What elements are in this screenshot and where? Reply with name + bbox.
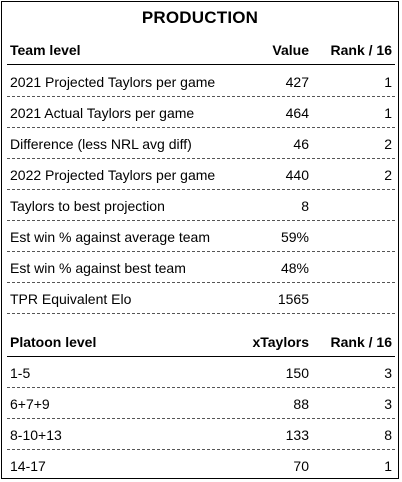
row-value: 427 <box>285 74 309 90</box>
platoon-header-rank: Rank / 16 <box>330 334 392 350</box>
table-title: PRODUCTION <box>141 8 259 27</box>
team-row: Est win % against best team 48% <box>7 252 395 283</box>
row-label: 2022 Projected Taylors per game <box>10 167 216 183</box>
row-rank: 3 <box>384 396 392 412</box>
row-rank: 2 <box>384 136 392 152</box>
team-header-label: Team level <box>10 42 81 58</box>
team-row: Taylors to best projection 8 <box>7 190 395 221</box>
row-label: 1-5 <box>10 365 31 381</box>
team-row: Difference (less NRL avg diff) 46 2 <box>7 128 395 159</box>
row-value: 70 <box>293 458 309 474</box>
row-value: 59% <box>280 229 309 245</box>
row-label: 2021 Actual Taylors per game <box>10 105 195 121</box>
row-value: 133 <box>285 427 309 443</box>
platoon-row: 1-5 150 3 <box>7 357 395 388</box>
row-rank: 1 <box>384 74 392 90</box>
platoon-header-label: Platoon level <box>10 334 97 350</box>
row-label: Est win % against average team <box>10 229 210 245</box>
row-value: 1565 <box>277 291 309 307</box>
row-label: Taylors to best projection <box>10 198 165 214</box>
row-value: 88 <box>293 396 309 412</box>
platoon-header-row: Platoon level xTaylors Rank / 16 <box>7 326 395 357</box>
platoon-row: 6+7+9 88 3 <box>7 388 395 419</box>
row-label: 2021 Projected Taylors per game <box>10 74 216 90</box>
row-label: TPR Equivalent Elo <box>10 291 132 307</box>
row-value: 8 <box>301 198 309 214</box>
platoon-row: 14-17 70 1 <box>7 450 395 481</box>
row-rank: 2 <box>384 167 392 183</box>
team-header-value: Value <box>272 42 309 58</box>
team-row: TPR Equivalent Elo 1565 <box>7 283 395 314</box>
row-rank: 1 <box>384 105 392 121</box>
row-rank: 3 <box>384 365 392 381</box>
platoon-header-value: xTaylors <box>252 334 309 350</box>
team-row: Est win % against average team 59% <box>7 221 395 252</box>
row-rank: 8 <box>384 427 392 443</box>
row-value: 440 <box>285 167 309 183</box>
team-row: 2021 Projected Taylors per game 427 1 <box>7 66 395 97</box>
row-value: 46 <box>293 136 309 152</box>
row-label: Difference (less NRL avg diff) <box>10 136 192 152</box>
team-row: 2021 Actual Taylors per game 464 1 <box>7 97 395 128</box>
team-header-row: Team level Value Rank / 16 <box>7 34 395 65</box>
row-value: 48% <box>280 260 309 276</box>
row-label: 8-10+13 <box>10 427 62 443</box>
team-row: 2022 Projected Taylors per game 440 2 <box>7 159 395 190</box>
row-label: 14-17 <box>10 458 46 474</box>
row-value: 150 <box>285 365 309 381</box>
row-value: 464 <box>285 105 309 121</box>
row-label: Est win % against best team <box>10 260 186 276</box>
row-label: 6+7+9 <box>10 396 50 412</box>
row-rank: 1 <box>384 458 392 474</box>
platoon-row: 8-10+13 133 8 <box>7 419 395 450</box>
team-header-rank: Rank / 16 <box>330 42 392 58</box>
